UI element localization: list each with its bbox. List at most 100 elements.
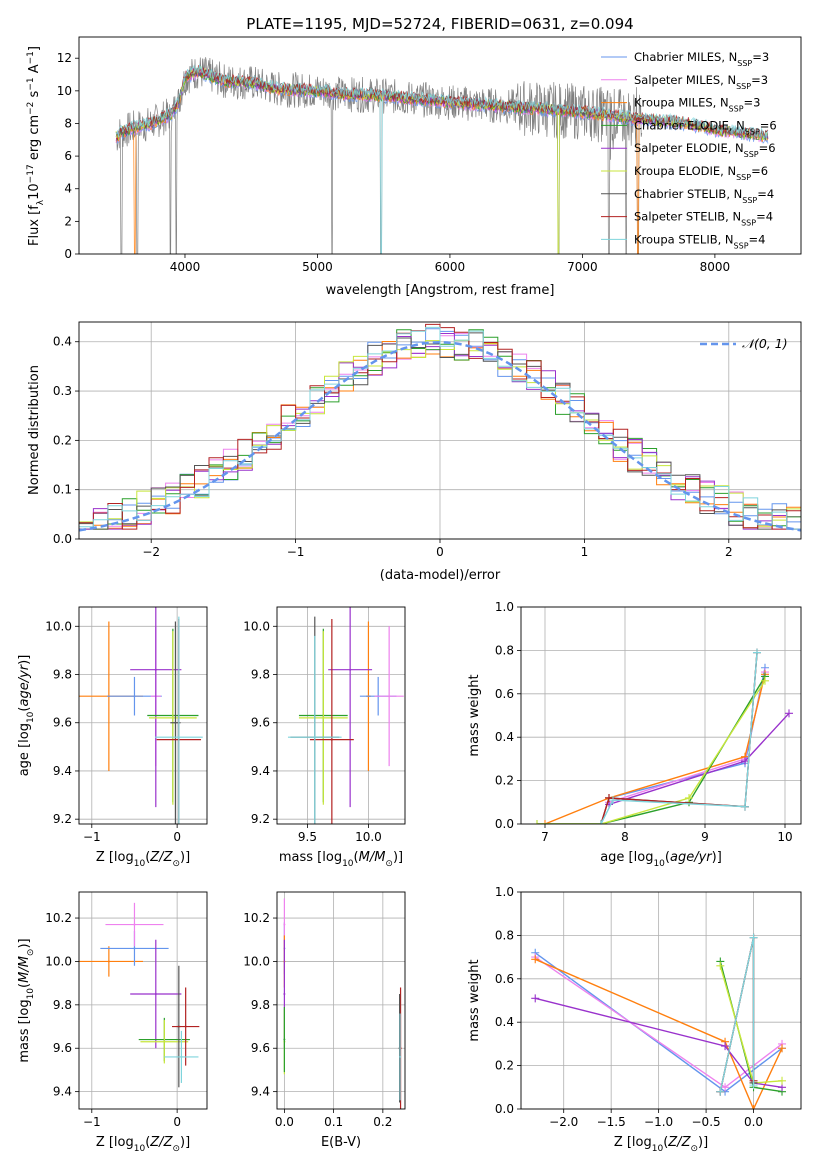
label-part: 10: [26, 988, 36, 1000]
plot-mass-Z: −1 09.49.69.810.010.2Z [log10(Z/Z⊙)]mass …: [17, 891, 208, 1154]
y-tick-label: 9.8: [251, 998, 270, 1012]
y-tick-label: 10.2: [243, 911, 270, 925]
y-tick-label: 10.0: [45, 954, 72, 968]
legend-value: =4: [756, 210, 773, 224]
label-part: 10: [134, 1144, 146, 1154]
x-axis-label: wavelength [Angstrom, rest frame]: [326, 283, 555, 298]
axes-frame: [78, 606, 208, 825]
x-tick-label: 8: [621, 830, 629, 844]
y-tick-label: 0.0: [53, 532, 72, 546]
label-part: 10: [652, 1144, 664, 1154]
data-point: [313, 736, 316, 739]
series-marker: [741, 802, 749, 811]
data-point: [107, 960, 110, 963]
label-part: mass weight: [467, 674, 482, 756]
data-point: [154, 668, 157, 671]
y-tick-label: 10.0: [243, 619, 270, 633]
plot-residuals: −2 −1 0 1 2 0.0 0.1 0.2 0.3 0.4 𝒩(0, 1) (data-model…: [27, 321, 802, 583]
plot-spectrum: 4000 5000 6000 7000 8000 0 2 4 6 8 10 12 wavelength …: [26, 36, 802, 298]
series-marker: [533, 820, 541, 824]
label-part: λ: [36, 199, 46, 205]
data-point: [283, 1038, 286, 1041]
legend-sub: SSP: [745, 127, 760, 136]
x-tick-label: 6000: [435, 260, 466, 274]
y-tick-label: 9.6: [251, 716, 270, 730]
y-tick-label: 0.4: [495, 730, 514, 744]
y-tick-label: 9.6: [53, 1041, 72, 1055]
data-spectrum: [115, 57, 643, 254]
label-part: (: [17, 707, 32, 712]
y-tick-label: 2: [64, 214, 72, 228]
label-part: wavelength [Angstrom, rest frame]: [326, 283, 555, 298]
legend-sub: SSP: [742, 195, 757, 204]
y-tick-label: 1.0: [495, 600, 514, 614]
label-part: Flux [f: [27, 205, 42, 246]
data-point: [133, 947, 136, 950]
legend-value: =6: [751, 164, 768, 178]
plot-area: [533, 648, 793, 824]
plot-area: [283, 898, 402, 1109]
y-tick-label: 9.8: [251, 668, 270, 682]
x-axis-label: E(B-V): [321, 1135, 361, 1150]
label-part: −17: [26, 164, 36, 183]
legend-sub: SSP: [734, 241, 749, 250]
legend-text: Chabrier ELODIE, N: [634, 118, 745, 132]
label-part: )]: [180, 1135, 190, 1150]
axes-frame: [520, 891, 802, 1110]
series-marker: [721, 1042, 730, 1051]
axes-frame: [276, 891, 406, 1110]
legend-value: =6: [760, 118, 777, 132]
label-part: (: [354, 850, 359, 865]
series-line: [600, 652, 758, 824]
label-part: Z [log: [96, 850, 134, 865]
x-tick-label: 0: [173, 1115, 181, 1129]
series-marker: [785, 709, 793, 718]
label-part: )]: [698, 1135, 708, 1150]
label-part: age [log: [17, 723, 32, 776]
legend-sub: SSP: [729, 104, 744, 113]
label-part: ⊙: [690, 1144, 698, 1154]
label-part: (: [145, 1135, 150, 1150]
x-tick-label: 0.2: [373, 1115, 392, 1129]
x-tick-label: −0.5: [692, 1115, 721, 1129]
x-axis-label: Z [log10(Z/Z⊙)]: [96, 1135, 190, 1154]
label-part: age/yr: [17, 663, 32, 706]
y-tick-label: 0.4: [53, 335, 72, 349]
y-tick-label: 0.1: [53, 483, 72, 497]
legend-label: Salpeter MILES, NSSP=3: [634, 73, 768, 91]
series-marker: [753, 648, 761, 657]
legend-label: Chabrier STELIB, NSSP=4: [634, 187, 774, 205]
y-tick-label: 9.2: [251, 812, 270, 826]
histogram-6: [79, 332, 801, 530]
label-part: E(B-V): [321, 1135, 361, 1150]
y-tick-label: 0.6: [495, 972, 514, 986]
y-tick-label: 0.2: [53, 433, 72, 447]
y-tick-label: 1.0: [495, 885, 514, 899]
legend-text: Kroupa ELODIE, N: [634, 164, 736, 178]
series-marker: [721, 1083, 730, 1092]
label-part: )]: [393, 850, 403, 865]
label-part: ⊙: [172, 859, 180, 869]
plot-area: [531, 933, 787, 1109]
legend-label: Kroupa MILES, NSSP=3: [634, 96, 760, 114]
legend-value: =3: [744, 96, 761, 110]
legend-value: =6: [759, 141, 776, 155]
series-marker: [685, 793, 693, 802]
label-part: 10: [134, 859, 146, 869]
data-point: [184, 1025, 187, 1028]
legend-text: Chabrier STELIB, N: [634, 187, 742, 201]
y-tick-label: 0.3: [53, 384, 72, 398]
data-point: [133, 695, 136, 698]
legend-text: Salpeter MILES, N: [634, 73, 736, 87]
y-tick-label: 12: [57, 51, 72, 65]
x-tick-label: −1.5: [597, 1115, 626, 1129]
y-tick-label: 0.2: [495, 1059, 514, 1073]
y-tick-label: 10.0: [243, 954, 270, 968]
plot-mass-EBV: 0.0 0.1 0.2 9.4 9.6 9.8 10.0 10.2 E(B-V): [243, 891, 406, 1150]
legend-sub: SSP: [736, 81, 751, 90]
y-tick-label: 9.8: [53, 668, 72, 682]
x-tick-label: 7: [541, 830, 549, 844]
y-tick-label: 0.4: [495, 1015, 514, 1029]
model-spectrum-5: [115, 66, 769, 254]
